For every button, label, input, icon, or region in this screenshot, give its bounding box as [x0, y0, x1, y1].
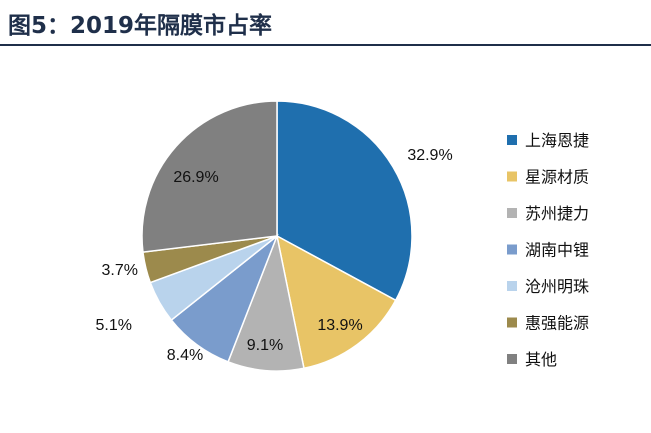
title-divider — [0, 44, 651, 46]
legend-swatch-2 — [507, 171, 517, 182]
data-label-4: 8.4% — [167, 347, 203, 364]
data-label-7: 26.9% — [173, 169, 218, 186]
legend-swatch-6 — [507, 317, 517, 328]
legend-swatch-3 — [507, 208, 517, 218]
legend-label-7: 其他 — [525, 350, 557, 369]
pie-slices — [141, 100, 413, 372]
data-label-6: 3.7% — [102, 262, 138, 279]
legend-label-5: 沧州明珠 — [525, 277, 589, 296]
legend-label-4: 湖南中锂 — [525, 241, 589, 260]
pie-slice-1 — [276, 100, 413, 302]
data-label-5: 5.1% — [96, 317, 132, 334]
page-title: 图5：2019年隔膜市占率 — [8, 13, 273, 39]
data-label-2: 13.9% — [317, 317, 362, 334]
data-label-1: 32.9% — [407, 147, 452, 164]
pie-slice-7 — [141, 100, 278, 253]
data-labels: 32.9% 13.9% 9.1% 8.4% 5.1% 3.7% 26.9% — [96, 147, 453, 364]
legend-label-1: 上海恩捷 — [525, 131, 589, 150]
legend-swatch-4 — [507, 244, 517, 255]
pie-slice-2 — [275, 234, 397, 370]
legend-swatch-7 — [507, 354, 517, 364]
data-label-3: 9.1% — [247, 337, 283, 354]
legend-swatch-1 — [507, 135, 517, 145]
legend-label-2: 星源材质 — [525, 168, 589, 187]
legend-swatch-5 — [507, 281, 517, 291]
legend-label-3: 苏州捷力 — [525, 204, 589, 223]
legend-label-6: 惠强能源 — [525, 314, 589, 333]
